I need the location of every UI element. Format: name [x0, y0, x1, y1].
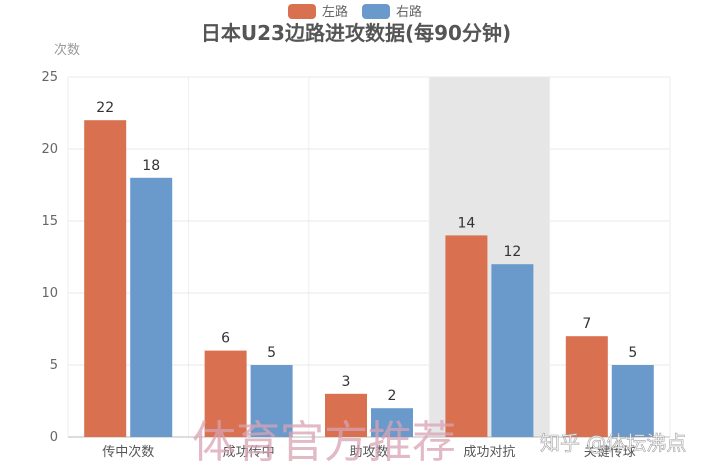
data-label: 12 [503, 244, 521, 260]
data-label: 18 [142, 158, 160, 174]
y-tick-label: 0 [50, 430, 58, 445]
legend-item-left[interactable]: 左路 [288, 4, 348, 20]
data-label: 14 [457, 215, 475, 231]
bar-right [371, 408, 413, 437]
data-label: 6 [221, 331, 230, 347]
y-tick-label: 10 [41, 286, 58, 301]
data-label: 22 [96, 100, 114, 116]
bar-right [611, 365, 654, 437]
x-tick-label: 助攻数 [349, 445, 388, 460]
watermark: 体育官方推荐 知乎 @体坛沸点 [192, 417, 687, 468]
plot-area: 0 5 10 15 20 25 22 18 传中次数 6 5 成功传中 3 2 助攻数 14 12 成功对抗 7 5 关… [41, 70, 671, 460]
watermark-source: 知乎 @体坛沸点 [540, 431, 686, 455]
bar-left [325, 393, 367, 437]
y-tick-label: 5 [50, 358, 58, 373]
x-tick-label: 成功传中 [223, 445, 275, 460]
y-axis-label: 次数 [54, 42, 80, 58]
data-label: 7 [582, 316, 591, 332]
bar-left [565, 336, 608, 437]
bar-left [204, 350, 247, 437]
x-tick-label: 成功对抗 [463, 445, 515, 460]
bar-left [445, 235, 488, 437]
legend-swatch-right [362, 4, 390, 19]
data-label: 5 [267, 345, 276, 361]
chart-title: 日本U23边路进攻数据(每90分钟) [201, 21, 511, 45]
legend-swatch-left [288, 4, 316, 19]
watermark-text: 体育官方推荐 [192, 417, 456, 468]
data-label: 3 [342, 374, 351, 390]
data-label: 2 [388, 388, 397, 404]
bar-right [491, 264, 534, 437]
y-tick-label: 25 [41, 70, 58, 85]
bar-left [84, 120, 127, 437]
legend-label-left: 左路 [322, 4, 348, 20]
x-tick-label: 关键传球 [584, 445, 636, 460]
legend-label-right: 右路 [396, 4, 422, 20]
y-tick-label: 15 [41, 214, 58, 229]
bar-right [130, 177, 173, 438]
bar-right [250, 365, 293, 437]
y-tick-label: 20 [41, 142, 58, 157]
data-label: 5 [628, 345, 637, 361]
legend: 左路 右路 [288, 4, 422, 20]
x-tick-label: 传中次数 [102, 444, 154, 460]
legend-item-right[interactable]: 右路 [362, 4, 422, 20]
